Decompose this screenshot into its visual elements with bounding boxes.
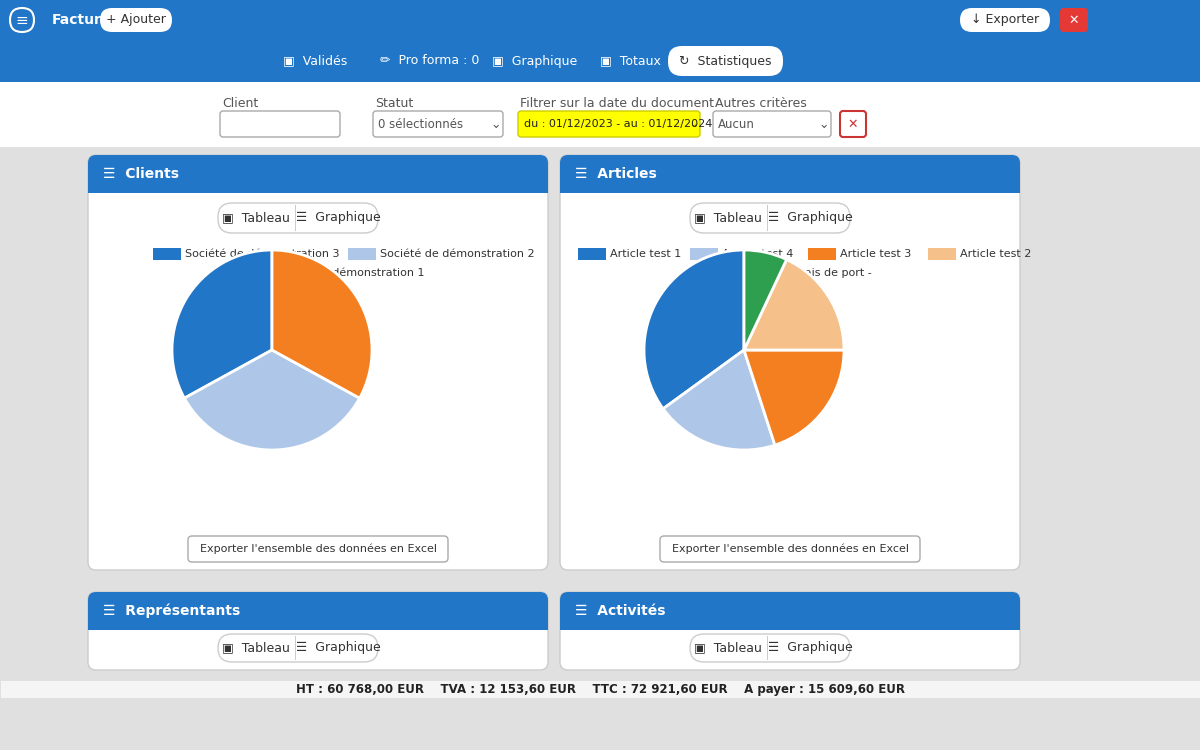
Wedge shape [172,250,272,398]
Wedge shape [272,250,372,398]
Bar [690,248,718,260]
FancyBboxPatch shape [660,536,920,562]
Text: ☰  Clients: ☰ Clients [103,167,179,181]
Bar [0,82,1200,147]
FancyBboxPatch shape [220,111,340,137]
Text: + Ajouter: + Ajouter [106,13,166,26]
Bar [560,612,1020,630]
Bar [755,267,784,279]
Text: Article test 3: Article test 3 [840,249,911,259]
Text: ☰  Graphique: ☰ Graphique [295,641,380,655]
Text: ☰  Activités: ☰ Activités [575,604,666,618]
Text: ▣  Tableau: ▣ Tableau [694,211,762,224]
Text: ↻  Statistiques: ↻ Statistiques [679,55,772,68]
FancyBboxPatch shape [713,111,830,137]
Text: Factures: Factures [52,13,120,27]
Text: ☰  Graphique: ☰ Graphique [295,211,380,224]
Text: Société de démonstration 3: Société de démonstration 3 [185,249,340,259]
Text: Statut: Statut [374,97,413,110]
Text: ▣  Totaux: ▣ Totaux [600,55,660,68]
FancyBboxPatch shape [560,155,1020,193]
Text: ≡: ≡ [16,13,29,28]
Wedge shape [664,350,775,450]
FancyBboxPatch shape [218,634,378,662]
Wedge shape [744,250,786,350]
FancyBboxPatch shape [88,592,548,670]
FancyBboxPatch shape [373,111,503,137]
Bar [0,0,1200,40]
Bar [928,248,956,260]
Wedge shape [744,260,844,350]
FancyBboxPatch shape [560,592,1020,630]
FancyBboxPatch shape [88,155,548,193]
FancyBboxPatch shape [960,8,1050,32]
Text: ☰  Graphique: ☰ Graphique [768,641,852,655]
Bar [560,175,1020,193]
Bar [808,248,836,260]
Text: ☰  Articles: ☰ Articles [575,167,656,181]
Bar [88,175,548,193]
Text: ✕: ✕ [847,118,858,130]
Text: ▣  Tableau: ▣ Tableau [222,641,290,655]
Text: Filtrer sur la date du document: Filtrer sur la date du document [520,97,714,110]
Text: ⌄: ⌄ [491,118,502,130]
FancyBboxPatch shape [88,592,548,630]
FancyBboxPatch shape [518,111,700,137]
FancyBboxPatch shape [560,155,1020,570]
Text: ⌄: ⌄ [818,118,829,130]
Bar [0,40,1200,82]
FancyBboxPatch shape [1060,8,1088,32]
Bar [0,680,1200,698]
FancyBboxPatch shape [218,203,378,233]
Bar [154,248,181,260]
Bar [348,248,376,260]
Text: Article test 1: Article test 1 [610,249,682,259]
Text: Client: Client [222,97,258,110]
FancyBboxPatch shape [690,634,850,662]
Text: HT : 60 768,00 EUR    TVA : 12 153,60 EUR    TTC : 72 921,60 EUR    A payer : 15: HT : 60 768,00 EUR TVA : 12 153,60 EUR T… [295,682,905,695]
FancyBboxPatch shape [690,203,850,233]
Wedge shape [185,350,360,450]
Text: ⌄: ⌄ [685,119,698,129]
FancyBboxPatch shape [668,46,784,76]
Text: ▣  Graphique: ▣ Graphique [492,55,577,68]
Text: ▣  Tableau: ▣ Tableau [694,641,762,655]
Text: ▣  Tableau: ▣ Tableau [222,211,290,224]
Bar [88,612,548,630]
Text: ✏  Pro forma : 0: ✏ Pro forma : 0 [380,55,480,68]
FancyBboxPatch shape [560,592,1020,670]
Text: Autres critères: Autres critères [715,97,806,110]
Wedge shape [644,250,744,409]
Bar [578,248,606,260]
Text: Aucun: Aucun [718,118,755,130]
Text: ☰  Graphique: ☰ Graphique [768,211,852,224]
FancyBboxPatch shape [840,111,866,137]
Text: Société de démonstration 1: Société de démonstration 1 [270,268,425,278]
Bar [238,267,266,279]
Text: ↓ Exporter: ↓ Exporter [971,13,1039,26]
Text: Article test 4: Article test 4 [722,249,793,259]
FancyBboxPatch shape [88,155,548,570]
Text: 0 sélectionnés: 0 sélectionnés [378,118,463,130]
FancyBboxPatch shape [10,8,34,32]
Text: du : 01/12/2023 - au : 01/12/2024: du : 01/12/2023 - au : 01/12/2024 [524,119,713,129]
Text: - Frais de port -: - Frais de port - [787,268,871,278]
Text: Société de démonstration 2: Société de démonstration 2 [380,249,535,259]
Wedge shape [744,350,844,445]
FancyBboxPatch shape [188,536,448,562]
Text: ☰  Représentants: ☰ Représentants [103,604,240,618]
Text: ▣  Validés: ▣ Validés [283,55,347,68]
FancyBboxPatch shape [100,8,172,32]
Text: ✕: ✕ [1069,13,1079,26]
Text: Exporter l'ensemble des données en Excel: Exporter l'ensemble des données en Excel [672,544,908,554]
Text: Article test 2: Article test 2 [960,249,1031,259]
Text: Exporter l'ensemble des données en Excel: Exporter l'ensemble des données en Excel [199,544,437,554]
